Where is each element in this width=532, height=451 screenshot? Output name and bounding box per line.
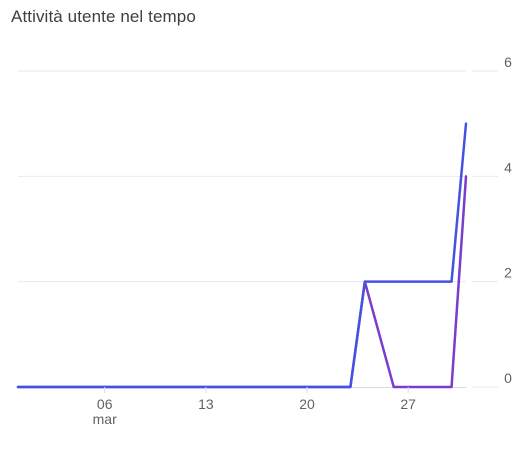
x-tick-label: 27: [400, 396, 416, 412]
chart-title: Attività utente nel tempo: [11, 7, 196, 26]
y-tick-label: 4: [504, 159, 512, 175]
grid-lines: [18, 70, 498, 388]
x-tick-label: 06: [97, 396, 113, 412]
y-axis-ticks: 0 2 4 6: [504, 54, 512, 386]
y-tick-label: 2: [504, 265, 512, 281]
series-line-1: [16, 122, 468, 389]
x-tick-sublabel: mar: [93, 411, 117, 427]
x-tick-label: 13: [198, 396, 214, 412]
y-tick-label: 0: [504, 370, 512, 386]
x-tick-label: 20: [299, 396, 315, 412]
series-layer: [16, 122, 468, 389]
y-tick-label: 6: [504, 54, 512, 70]
